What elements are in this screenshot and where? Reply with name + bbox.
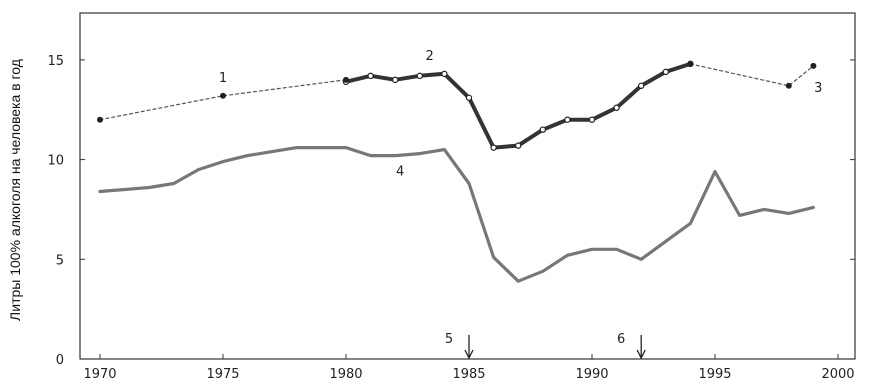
series-line-2 — [344, 61, 693, 150]
data-point-2 — [392, 76, 399, 84]
data-point-2 — [416, 72, 423, 80]
data-point-2 — [539, 126, 547, 133]
series-label: 4 — [396, 165, 404, 180]
x-tick-label: 1970 — [83, 367, 116, 382]
data-point-2 — [515, 142, 522, 149]
data-point-2 — [465, 94, 473, 101]
data-point-2 — [613, 104, 620, 111]
x-tick-label: 1995 — [698, 367, 731, 382]
data-point-2 — [588, 116, 596, 123]
x-tick-label: 2000 — [821, 367, 854, 382]
data-point-3 — [785, 82, 792, 89]
y-axis-label: Литры 100% алкоголя на человека в год — [7, 59, 23, 321]
data-point-3 — [687, 60, 694, 67]
data-point-2 — [564, 116, 571, 123]
data-point-1 — [343, 76, 349, 83]
data-point-1 — [220, 92, 226, 99]
data-point-2 — [662, 68, 670, 76]
event-arrow-head — [464, 349, 474, 360]
data-point-2 — [638, 82, 645, 90]
series-label: 3 — [814, 81, 822, 96]
series-line-1 — [99, 79, 347, 121]
data-point-2 — [490, 144, 497, 151]
y-tick-label: 0 — [56, 353, 64, 368]
series-line-4 — [98, 146, 816, 283]
y-tick-label: 10 — [47, 154, 64, 169]
event-arrow-head — [636, 349, 646, 360]
data-point-1 — [97, 116, 103, 123]
x-tick-label: 1990 — [575, 367, 608, 382]
series-line-3 — [689, 63, 815, 87]
y-tick-label: 15 — [47, 54, 64, 69]
event-marker-label: 5 — [445, 332, 453, 347]
x-tick-label: 1980 — [329, 367, 362, 382]
series-label: 2 — [425, 49, 433, 64]
data-point-3 — [810, 62, 817, 69]
y-tick-label: 5 — [56, 253, 64, 268]
data-point-2 — [441, 70, 448, 78]
plot-frame — [79, 12, 856, 360]
data-point-2 — [367, 72, 374, 80]
series-label: 1 — [219, 71, 227, 86]
event-marker-label: 6 — [617, 332, 625, 347]
x-tick-label: 1985 — [452, 367, 485, 382]
x-tick-label: 1975 — [206, 367, 239, 382]
